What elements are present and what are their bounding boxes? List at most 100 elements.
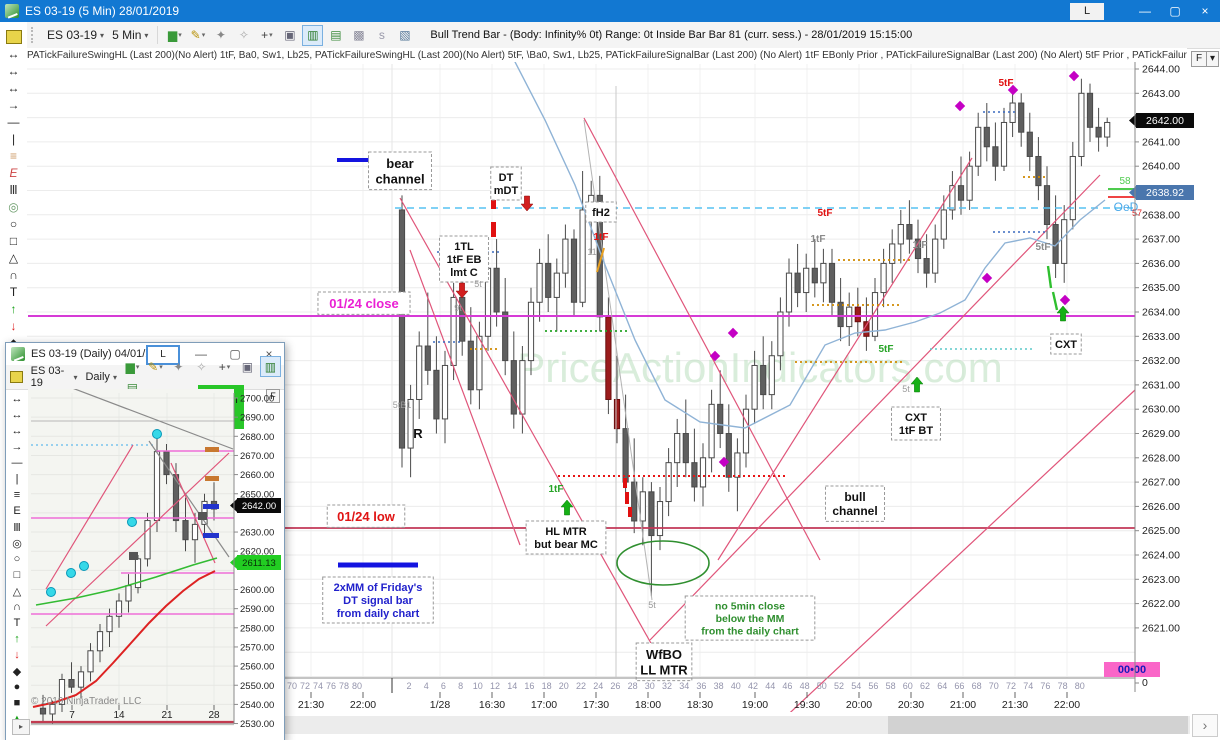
candle xyxy=(77,671,85,688)
rings-tool-icon[interactable]: ◎ xyxy=(8,199,19,214)
price-axis[interactable]: 2644.00 2643.00 2641.00 2640.00 2638.00 2637.… xyxy=(1134,62,1180,692)
chart-style-icon[interactable]: ▆ ▾ xyxy=(168,28,182,42)
horizontal-line-tool-icon[interactable]: — xyxy=(7,114,20,129)
inset-scroll-button[interactable]: ▸ xyxy=(12,719,30,735)
inset-tool-icon-4[interactable]: — xyxy=(11,457,23,469)
scroll-right-button[interactable]: › xyxy=(1192,714,1218,737)
chart-text: 50 xyxy=(817,681,827,691)
candle xyxy=(1086,92,1094,128)
annotation-box xyxy=(368,151,432,191)
indicators-icon[interactable]: ▤ xyxy=(126,380,139,395)
inset-tool-icon-10[interactable]: ○ xyxy=(13,553,21,565)
trend-line xyxy=(717,157,973,561)
region-highlight-tool-icon[interactable] xyxy=(2,28,26,45)
inset-tool-icon-0[interactable]: ↔ xyxy=(11,393,23,405)
inset-tool-icon-13[interactable]: ∩ xyxy=(13,601,21,613)
inset-tool-icon-18[interactable]: ● xyxy=(13,681,21,693)
inset-instrument-selector[interactable]: ES 03-19 ▾ xyxy=(30,365,78,389)
inset-maximize-button[interactable]: ▢ xyxy=(229,347,241,361)
ellipse-tool-icon[interactable]: ○ xyxy=(9,216,18,231)
minimize-button[interactable]: — xyxy=(1139,4,1151,18)
arc-tool-icon[interactable]: ∩ xyxy=(9,267,18,282)
annotation-box xyxy=(439,235,489,283)
inset-tool-icon-15[interactable]: ↑ xyxy=(14,633,20,645)
marker-add-icon[interactable]: ✦ xyxy=(215,28,226,42)
arrow-line-tool-icon[interactable]: → xyxy=(7,97,20,112)
inset-tool-icon-5[interactable]: | xyxy=(15,473,19,485)
photo-icon[interactable]: ▩ xyxy=(353,28,365,42)
chart-text: 2570.00 xyxy=(240,642,274,653)
inset-indicator-panel-button[interactable]: F xyxy=(266,389,280,403)
inset-tool-icon-12[interactable]: △ xyxy=(12,585,22,598)
chart-text: 48 xyxy=(800,681,810,691)
drawing-tools-icon[interactable]: ✎ ▾ xyxy=(148,359,163,374)
inset-tool-icon-9[interactable]: ◎ xyxy=(12,537,22,550)
arrow-up-marker-icon[interactable]: ↑ xyxy=(10,301,17,316)
extension-tool-icon[interactable]: ↔ xyxy=(7,80,20,95)
channel-tool-icon[interactable]: ≡ xyxy=(9,148,17,163)
inset-tool-icon-17[interactable]: ◆ xyxy=(12,665,22,678)
crosshair-icon[interactable]: + ▾ xyxy=(218,359,231,374)
instrument-selector[interactable]: ES 03-19 ▾ xyxy=(47,28,105,42)
rectangle-tool-icon[interactable]: □ xyxy=(9,233,18,248)
inset-close-button[interactable]: × xyxy=(265,347,273,361)
chart-text: 22:00 xyxy=(350,699,376,711)
snapshot-icon[interactable]: ▣ xyxy=(241,359,254,374)
chart-link-button[interactable]: L xyxy=(1070,2,1104,20)
inset-time-axis[interactable]: 7 14 21 28 xyxy=(69,705,220,721)
chart-text: 9t xyxy=(454,303,462,313)
expansion-tool-icon[interactable]: ↔ xyxy=(7,46,20,61)
inset-tool-icon-3[interactable]: → xyxy=(11,441,23,453)
chart-text: 2624.00 xyxy=(1142,550,1180,562)
indicator-panel-caret[interactable]: ▾ xyxy=(1206,51,1219,67)
inset-tool-icon-6[interactable]: ≡ xyxy=(13,489,21,501)
chart-style-icon[interactable]: ▆ ▾ xyxy=(125,359,140,374)
swing-dot xyxy=(152,429,162,439)
vertical-line-tool-icon[interactable]: | xyxy=(11,131,16,146)
pointer-icon[interactable]: ✧ xyxy=(196,359,207,374)
chart-trader-icon[interactable]: ▥ xyxy=(302,24,324,46)
candle xyxy=(914,238,922,260)
chart-trader-icon[interactable]: ▥ xyxy=(259,356,281,377)
interval-selector[interactable]: 5 Min ▾ xyxy=(112,28,149,42)
pointer-icon[interactable]: ✧ xyxy=(238,28,249,42)
indicators-icon[interactable]: ▤ xyxy=(330,28,342,42)
inset-minimize-button[interactable]: — xyxy=(195,347,207,361)
retracement-tool-icon[interactable]: ↔ xyxy=(7,63,20,78)
inset-tool-icon-7[interactable]: E xyxy=(13,505,21,517)
inset-tool-icon-2[interactable]: ↔ xyxy=(11,425,23,437)
inset-interval-selector[interactable]: Daily ▾ xyxy=(85,371,117,383)
chart-text: 2600.00 xyxy=(240,585,274,596)
close-button[interactable]: × xyxy=(1201,4,1209,18)
marker-add-icon[interactable]: ✦ xyxy=(173,359,184,374)
inset-chart-link-button[interactable]: L xyxy=(146,345,180,365)
inset-tool-icon-16[interactable]: ↓ xyxy=(14,649,20,661)
data-series-icon[interactable]: s xyxy=(378,28,385,42)
snapshot-icon[interactable]: ▣ xyxy=(284,28,296,42)
inset-price-axis[interactable]: 2700.00 2690.00 2680.00 2670.00 2660.00 2650.… xyxy=(31,393,274,730)
windows-icon[interactable]: ▧ xyxy=(399,28,411,42)
candle xyxy=(182,520,189,541)
daily-chart-surface[interactable]: © 2019 NinjaTrader, LLC2642.002611.13270… xyxy=(28,389,282,740)
maximize-button[interactable]: ▢ xyxy=(1169,4,1181,18)
arrow-down-marker-icon[interactable]: ↓ xyxy=(10,318,17,333)
chart-scrollbar-track[interactable] xyxy=(285,716,1190,734)
chart-text: 28 xyxy=(208,710,220,721)
inset-tool-icon-14[interactable]: T xyxy=(13,617,21,629)
diamond-marker xyxy=(727,327,739,339)
crosshair-icon[interactable]: + ▾ xyxy=(261,28,273,42)
triangle-tool-icon[interactable]: △ xyxy=(8,250,19,265)
inset-tool-icon-19[interactable]: ■ xyxy=(13,697,21,709)
inset-tool-icon-11[interactable]: □ xyxy=(13,569,21,581)
chart-scrollbar-thumb[interactable] xyxy=(888,716,1188,734)
toolbar-grip[interactable] xyxy=(31,27,37,43)
inset-tool-icon-1[interactable]: ↔ xyxy=(11,409,23,421)
fibonacci-tool-icon[interactable]: E xyxy=(9,165,18,180)
volume-bars-tool-icon[interactable]: Ⅲ xyxy=(9,182,18,197)
inset-tool-icon-8[interactable]: Ⅲ xyxy=(13,521,21,534)
region-highlight-tool-icon[interactable] xyxy=(10,371,23,383)
text-tool-icon[interactable]: T xyxy=(9,284,18,299)
chart-text: DT xyxy=(499,172,514,184)
drawing-tools-icon[interactable]: ✎ ▾ xyxy=(190,28,206,42)
